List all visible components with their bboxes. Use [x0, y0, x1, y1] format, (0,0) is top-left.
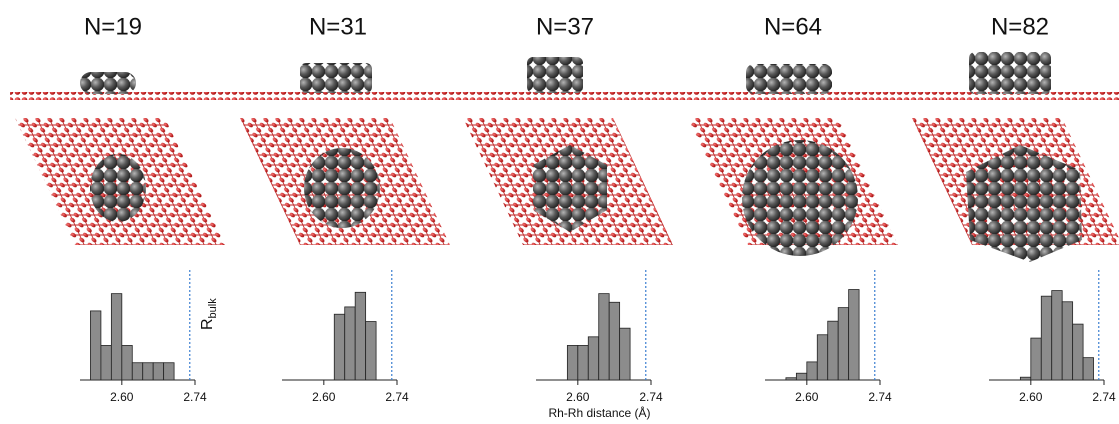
bar — [609, 302, 619, 380]
x-tick-label: 2.60 — [566, 390, 590, 404]
bar — [355, 292, 365, 380]
annotation: Rbulk — [199, 298, 219, 330]
bar — [599, 294, 609, 380]
chart-title: N=37 — [536, 13, 594, 40]
bar — [828, 321, 838, 380]
cluster-top — [90, 154, 146, 222]
x-tick-label: 2.60 — [312, 390, 336, 404]
bar — [1020, 377, 1030, 380]
bar — [838, 308, 848, 380]
x-tick-label: 2.74 — [868, 390, 892, 404]
cluster-side — [300, 63, 372, 93]
figure: N=19 2.60 2.74 Rbulk N=31 2.60 2.74 N=37 2.60 2.7… — [0, 0, 1119, 424]
bar — [567, 345, 577, 380]
bar — [620, 328, 630, 380]
structures — [10, 52, 1119, 262]
annotation-main: R — [199, 318, 216, 330]
bar — [817, 335, 827, 380]
bar — [153, 363, 163, 380]
bar — [1083, 358, 1093, 380]
bar — [345, 307, 355, 380]
bar — [334, 314, 344, 380]
chart-title: N=82 — [991, 13, 1049, 40]
x-tick-label: 2.74 — [1092, 390, 1116, 404]
x-tick-label: 2.74 — [183, 390, 207, 404]
substrate-side — [10, 92, 1119, 100]
x-tick-label: 2.60 — [795, 390, 819, 404]
x-tick-label: 2.74 — [385, 390, 409, 404]
x-tick-label: 2.74 — [639, 390, 663, 404]
bar — [1073, 324, 1083, 380]
bar — [1052, 291, 1062, 380]
bar — [578, 345, 588, 380]
bar — [849, 290, 859, 380]
bar — [143, 363, 153, 380]
bar — [366, 322, 376, 380]
bar — [111, 294, 121, 380]
bar — [101, 345, 111, 380]
x-tick-label: 2.60 — [1019, 390, 1043, 404]
bar — [1062, 302, 1072, 380]
x-tick-label: 2.60 — [110, 390, 134, 404]
bar — [796, 373, 806, 380]
cluster-side — [746, 64, 832, 94]
chart-title: N=31 — [309, 13, 367, 40]
annotation-sub: bulk — [207, 298, 219, 319]
cluster-top — [742, 140, 858, 256]
cluster-side — [80, 72, 136, 94]
bar — [164, 363, 174, 380]
bar — [786, 378, 796, 380]
bar — [588, 337, 598, 380]
bar — [1031, 338, 1041, 380]
chart-title: N=19 — [84, 13, 142, 40]
cluster-side — [969, 52, 1051, 94]
chart-title: N=64 — [764, 13, 822, 40]
bar — [1041, 296, 1051, 380]
bar — [807, 362, 817, 380]
x-axis-label: Rh-Rh distance (Å) — [548, 405, 650, 420]
bar — [90, 311, 100, 380]
cluster-side — [527, 57, 583, 93]
cluster-top — [304, 148, 380, 228]
bar — [122, 345, 132, 380]
bar — [132, 363, 142, 380]
